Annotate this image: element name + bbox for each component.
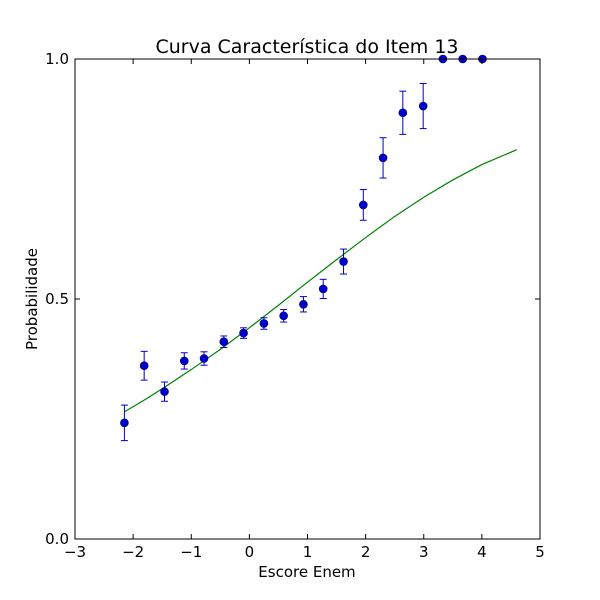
y-axis-label: Probabilidade (23, 248, 41, 350)
x-tick-label: 1 (303, 543, 313, 561)
plot-area: −3 −2 −1 0 1 2 3 4 5 0.0 0.5 1.0 (45, 50, 545, 561)
y-tick-label: 0.0 (45, 530, 69, 548)
data-point (398, 108, 408, 118)
x-tick-label: −2 (122, 543, 144, 561)
data-point (318, 284, 328, 294)
x-tick-label: 0 (245, 543, 255, 561)
data-point (160, 387, 169, 396)
x-tick-label: −3 (64, 543, 86, 561)
data-point (199, 354, 209, 363)
y-tick-label: 1.0 (45, 50, 69, 68)
x-tick-label: −1 (180, 543, 202, 561)
data-point (179, 356, 189, 366)
x-tick-label: 2 (361, 543, 371, 561)
data-point (279, 311, 288, 321)
axes-frame (74, 58, 541, 540)
data-point (339, 257, 348, 266)
data-point (219, 337, 229, 347)
data-point (259, 319, 269, 328)
data-point (139, 361, 149, 371)
data-point (299, 299, 308, 309)
data-point (378, 153, 388, 163)
data-point (120, 418, 129, 428)
x-tick-label: 3 (419, 543, 429, 561)
data-point (358, 200, 368, 210)
data-point (418, 101, 428, 111)
chart-title: Curva Característica do Item 13 (155, 36, 458, 58)
x-axis-label: Escore Enem (258, 563, 355, 581)
data-point (239, 328, 248, 338)
x-tick-label: 5 (535, 543, 545, 561)
x-tick-label: 4 (477, 543, 487, 561)
y-tick-label: 0.5 (45, 290, 69, 308)
model-curve-line (124, 149, 517, 413)
